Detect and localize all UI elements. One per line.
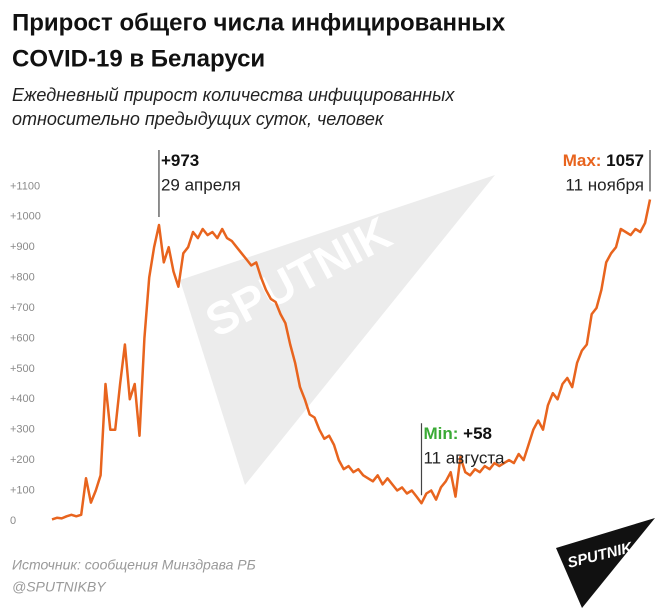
- chart-title: COVID-19 в Беларуси: [12, 45, 265, 72]
- annotation-label: 1057: [606, 151, 644, 170]
- annotation-prefix: Min:: [423, 425, 458, 444]
- annotation-date: 11 ноября: [565, 175, 644, 194]
- chart-title: Прирост общего числа инфицированных: [12, 9, 506, 36]
- subtitle: Ежедневный прирост количества инфицирова…: [12, 85, 455, 105]
- annotation-date: 11 августа: [423, 449, 504, 468]
- y-tick-label: 0: [10, 515, 16, 527]
- watermark-shape: [180, 175, 495, 485]
- y-tick-label: +800: [10, 272, 35, 284]
- y-tick-label: +400: [10, 393, 35, 405]
- y-tick-label: +1000: [10, 211, 41, 223]
- y-tick-label: +500: [10, 363, 35, 375]
- y-tick-label: +600: [10, 332, 35, 344]
- y-tick-label: +1100: [10, 180, 40, 192]
- subtitle: относительно предыдущих суток, человек: [12, 109, 385, 129]
- annotation-value: Max: 1057: [563, 151, 644, 170]
- annotation-value: Min: +58: [423, 425, 492, 444]
- data-line: [51, 199, 652, 521]
- annotation-label: +973: [161, 151, 199, 170]
- y-tick-label: +900: [10, 241, 35, 253]
- y-tick-label: +700: [10, 302, 35, 314]
- source: Источник: сообщения Минздрава РБ: [12, 557, 256, 573]
- annotation-prefix: Max:: [563, 151, 602, 170]
- logo-shape: [556, 518, 655, 608]
- annotation-value: +973: [161, 151, 199, 170]
- handle: @SPUTNIKBY: [12, 579, 107, 595]
- y-tick-label: +300: [10, 424, 35, 436]
- y-tick-label: +100: [10, 484, 35, 496]
- annotation-label: +58: [463, 425, 492, 444]
- y-tick-label: +200: [10, 454, 35, 466]
- annotation-date: 29 апреля: [161, 175, 241, 194]
